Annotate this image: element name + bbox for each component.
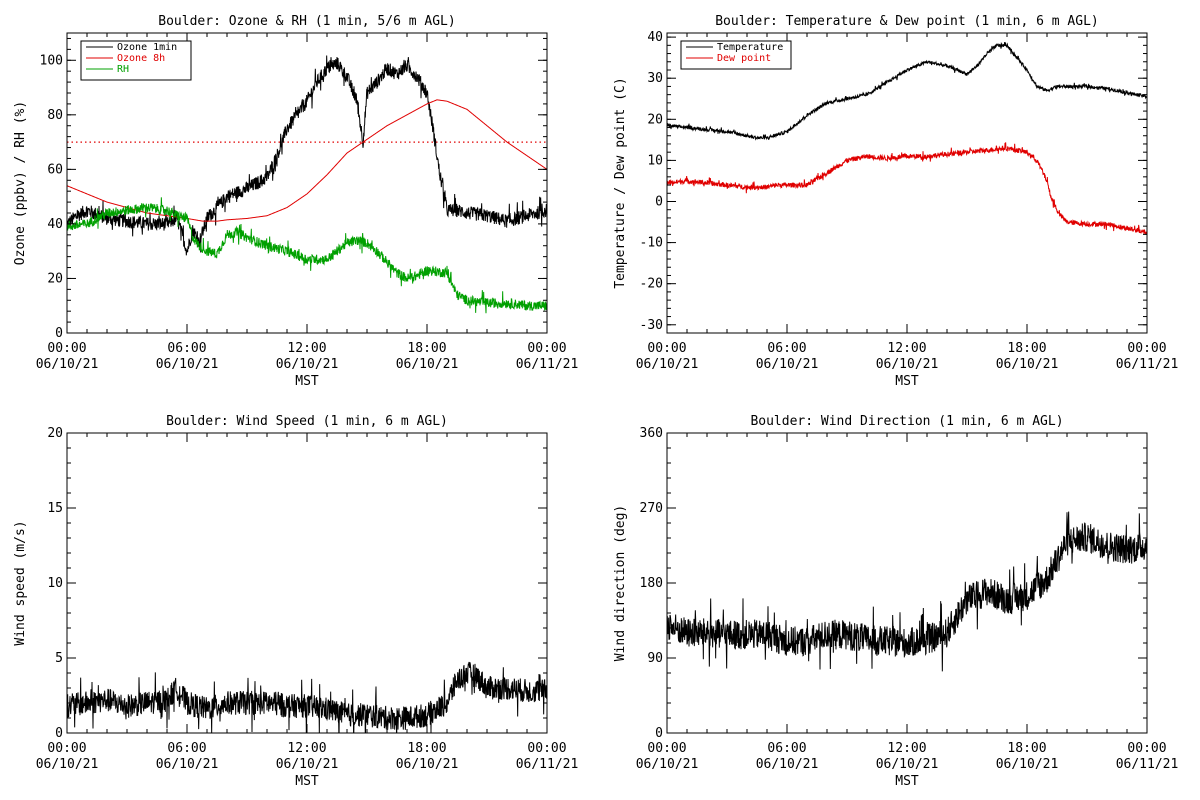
x-tick-time: 06:00 bbox=[767, 741, 806, 756]
x-tick-time: 12:00 bbox=[287, 741, 326, 756]
x-tick-time: 18:00 bbox=[407, 741, 446, 756]
legend-box bbox=[680, 40, 792, 70]
x-tick-date: 06/10/21 bbox=[996, 357, 1059, 372]
x-tick-date: 06/10/21 bbox=[36, 757, 99, 772]
x-tick-time: 00:00 bbox=[527, 741, 566, 756]
y-tick-label: 20 bbox=[47, 271, 63, 286]
y-tick-label: 360 bbox=[640, 426, 663, 441]
series-line-1 bbox=[667, 41, 1147, 141]
y-tick-label: -30 bbox=[640, 318, 663, 333]
x-tick-time: 18:00 bbox=[1007, 741, 1046, 756]
legend-entry: RH bbox=[117, 64, 129, 75]
x-tick-date: 06/10/21 bbox=[756, 357, 819, 372]
x-tick-date: 06/10/21 bbox=[396, 357, 459, 372]
y-tick-label: 20 bbox=[47, 426, 63, 441]
x-axis-label: MST bbox=[895, 774, 919, 789]
legend-entry: Dew point bbox=[717, 53, 771, 64]
chart-title: Boulder: Ozone & RH (1 min, 5/6 m AGL) bbox=[158, 14, 455, 29]
x-tick-time: 18:00 bbox=[407, 341, 446, 356]
x-axis-label: MST bbox=[295, 374, 319, 389]
series-line-2 bbox=[67, 99, 547, 222]
x-tick-date: 06/10/21 bbox=[876, 757, 939, 772]
y-tick-label: 10 bbox=[647, 153, 663, 168]
x-tick-date: 06/10/21 bbox=[756, 757, 819, 772]
y-tick-label: 15 bbox=[47, 501, 63, 516]
x-tick-date: 06/11/21 bbox=[516, 357, 579, 372]
y-axis-label: Ozone (ppbv) / RH (%) bbox=[13, 101, 28, 265]
chart-panel-3: Boulder: Wind Speed (1 min, 6 m AGL) 0 5 10… bbox=[13, 414, 578, 789]
x-tick-date: 06/11/21 bbox=[1116, 357, 1179, 372]
chart-panel-4: Boulder: Wind Direction (1 min, 6 m AGL)… bbox=[613, 414, 1178, 789]
series-line-1 bbox=[67, 661, 547, 733]
y-tick-label: 0 bbox=[655, 194, 663, 209]
y-tick-label: 0 bbox=[55, 326, 63, 341]
y-tick-label: 20 bbox=[647, 112, 663, 127]
y-tick-label: 60 bbox=[47, 162, 63, 177]
y-tick-label: 270 bbox=[640, 501, 663, 516]
y-tick-label: 180 bbox=[640, 576, 663, 591]
x-tick-time: 12:00 bbox=[887, 341, 926, 356]
y-tick-label: -10 bbox=[640, 236, 663, 251]
x-tick-date: 06/10/21 bbox=[996, 757, 1059, 772]
x-tick-date: 06/11/21 bbox=[1116, 757, 1179, 772]
y-tick-label: 90 bbox=[647, 651, 663, 666]
chart-title: Boulder: Wind Direction (1 min, 6 m AGL) bbox=[750, 414, 1063, 429]
x-tick-date: 06/10/21 bbox=[636, 757, 699, 772]
series-line-3 bbox=[67, 197, 547, 314]
x-tick-time: 00:00 bbox=[1127, 341, 1166, 356]
y-tick-label: 5 bbox=[55, 651, 63, 666]
x-tick-time: 12:00 bbox=[887, 741, 926, 756]
y-tick-label: 0 bbox=[655, 726, 663, 741]
chart-title: Boulder: Temperature & Dew point (1 min,… bbox=[715, 14, 1099, 29]
x-tick-date: 06/10/21 bbox=[276, 757, 339, 772]
x-tick-time: 00:00 bbox=[647, 341, 686, 356]
x-axis-label: MST bbox=[895, 374, 919, 389]
y-tick-label: 10 bbox=[47, 576, 63, 591]
y-tick-label: 40 bbox=[47, 217, 63, 232]
series-line-1 bbox=[67, 55, 547, 256]
x-tick-date: 06/11/21 bbox=[516, 757, 579, 772]
y-tick-label: 100 bbox=[40, 53, 63, 68]
y-tick-label: -20 bbox=[640, 277, 663, 292]
x-tick-time: 00:00 bbox=[47, 341, 86, 356]
x-tick-time: 06:00 bbox=[167, 341, 206, 356]
x-tick-date: 06/10/21 bbox=[156, 757, 219, 772]
x-tick-time: 00:00 bbox=[1127, 741, 1166, 756]
x-tick-time: 00:00 bbox=[47, 741, 86, 756]
x-tick-date: 06/10/21 bbox=[36, 357, 99, 372]
x-tick-time: 00:00 bbox=[647, 741, 686, 756]
series-line-2 bbox=[667, 142, 1147, 235]
x-tick-date: 06/10/21 bbox=[156, 357, 219, 372]
legend-entry: Ozone 8h bbox=[117, 53, 165, 64]
x-tick-date: 06/10/21 bbox=[636, 357, 699, 372]
chart-panel-2: Boulder: Temperature & Dew point (1 min,… bbox=[613, 14, 1178, 389]
x-axis-label: MST bbox=[295, 774, 319, 789]
plot-frame bbox=[666, 432, 1148, 734]
plot-frame bbox=[666, 32, 1148, 334]
series-line-1 bbox=[667, 511, 1147, 672]
x-tick-date: 06/10/21 bbox=[876, 357, 939, 372]
x-tick-date: 06/10/21 bbox=[276, 357, 339, 372]
legend-entry: Temperature bbox=[717, 42, 783, 53]
y-tick-label: 80 bbox=[47, 108, 63, 123]
y-tick-label: 0 bbox=[55, 726, 63, 741]
x-tick-time: 00:00 bbox=[527, 341, 566, 356]
x-tick-time: 12:00 bbox=[287, 341, 326, 356]
x-tick-time: 06:00 bbox=[767, 341, 806, 356]
chart-panel-1: Boulder: Ozone & RH (1 min, 5/6 m AGL) 0 2… bbox=[13, 14, 578, 389]
chart-title: Boulder: Wind Speed (1 min, 6 m AGL) bbox=[166, 414, 448, 429]
y-tick-label: 30 bbox=[647, 71, 663, 86]
x-tick-date: 06/10/21 bbox=[396, 757, 459, 772]
legend-entry: Ozone 1min bbox=[117, 42, 177, 53]
y-axis-label: Wind speed (m/s) bbox=[13, 520, 28, 645]
y-axis-label: Wind direction (deg) bbox=[613, 505, 628, 662]
x-tick-time: 18:00 bbox=[1007, 341, 1046, 356]
x-tick-time: 06:00 bbox=[167, 741, 206, 756]
y-axis-label: Temperature / Dew point (C) bbox=[613, 77, 628, 288]
y-tick-label: 40 bbox=[647, 30, 663, 45]
